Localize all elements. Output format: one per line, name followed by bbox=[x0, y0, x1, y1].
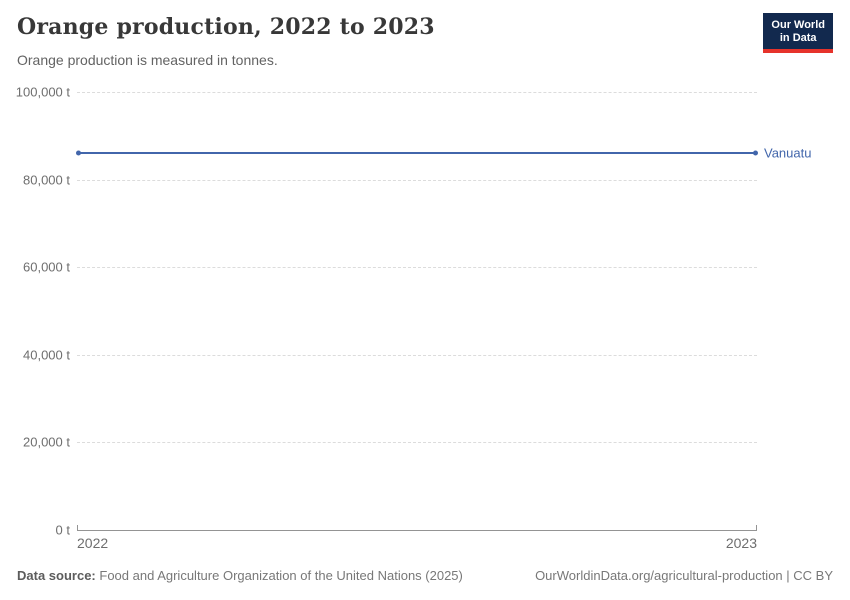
data-source-text: Food and Agriculture Organization of the… bbox=[99, 568, 463, 583]
gridline bbox=[77, 179, 757, 181]
chart-subtitle: Orange production is measured in tonnes. bbox=[17, 52, 278, 68]
y-tick-label: 20,000 t bbox=[23, 434, 70, 450]
plot-area: Vanuatu 0 t 20,000 t 40,000 t 60,000 t 80,00… bbox=[16, 85, 812, 552]
owid-logo-line1: Our World bbox=[771, 19, 825, 31]
y-tick-label: 80,000 t bbox=[23, 172, 70, 188]
vanuatu-series-line bbox=[77, 152, 757, 155]
gridline bbox=[77, 354, 757, 356]
y-tick-label: 0 t bbox=[55, 522, 70, 538]
x-axis-endcap-left bbox=[77, 525, 78, 530]
y-tick-label: 100,000 t bbox=[15, 84, 70, 100]
data-source-note: Data source: Food and Agriculture Organi… bbox=[17, 568, 463, 583]
x-tick-label: 2022 bbox=[77, 535, 109, 551]
y-tick-label: 60,000 t bbox=[23, 259, 70, 275]
owid-logo-line2: in Data bbox=[779, 32, 817, 44]
chart-title: Orange production, 2022 to 2023 bbox=[17, 14, 435, 40]
x-tick-label: 2023 bbox=[725, 535, 757, 551]
gridline bbox=[77, 442, 757, 444]
y-tick-label: 40,000 t bbox=[23, 347, 70, 363]
footer: Data source: Food and Agriculture Organi… bbox=[17, 568, 833, 583]
vanuatu-series-label[interactable]: Vanuatu bbox=[764, 145, 812, 161]
gridline bbox=[77, 267, 757, 269]
data-source-label: Data source: bbox=[17, 568, 96, 583]
x-axis-endcap-right bbox=[756, 525, 757, 530]
x-axis-line bbox=[77, 530, 757, 531]
attribution-note: OurWorldinData.org/agricultural-producti… bbox=[535, 568, 833, 583]
gridline bbox=[77, 92, 757, 93]
owid-logo[interactable]: Our World in Data bbox=[763, 13, 833, 53]
